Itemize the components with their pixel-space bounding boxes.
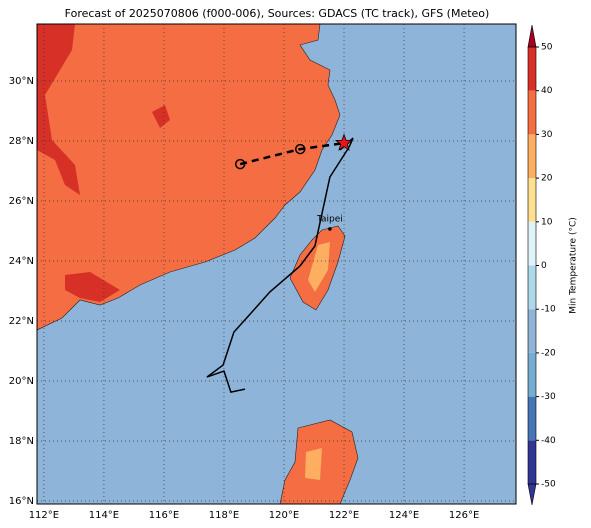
colorbar-band <box>528 134 536 179</box>
colorbar-band <box>528 396 536 441</box>
city-dot <box>328 227 332 231</box>
colorbar-extend-high <box>527 24 537 48</box>
gdacs-track <box>239 141 345 166</box>
y-tick-label: 16°N <box>9 496 34 507</box>
x-tick-label: 126°E <box>449 510 479 521</box>
hot-region <box>37 24 80 195</box>
colorbar-band <box>528 309 536 353</box>
current-position <box>334 133 354 151</box>
colorbar-tick-label: 20 <box>541 174 553 184</box>
x-tick-label: 124°E <box>389 510 419 521</box>
colorbar-label: Min Temperature (°C) <box>569 217 579 314</box>
colorbar-band <box>528 47 536 91</box>
track-point <box>234 158 246 170</box>
colorbar-band <box>528 178 536 222</box>
colorbar-band <box>528 90 536 135</box>
colorbar-tick-label: -10 <box>541 305 556 315</box>
hot-region <box>65 272 120 302</box>
colorbar-band <box>528 352 536 397</box>
x-tick-label: 112°E <box>29 510 59 521</box>
city-label: Taipei <box>316 214 343 224</box>
map-frame <box>36 23 517 505</box>
title: Forecast of 2025070806 (f000-006), Sourc… <box>65 7 490 20</box>
x-tick-label: 116°E <box>149 510 179 521</box>
gfs-track <box>206 137 354 393</box>
x-tick-label: 118°E <box>209 510 239 521</box>
x-tick-label: 114°E <box>89 510 119 521</box>
colorbar-tick-label: 0 <box>541 261 547 271</box>
colorbar-tick-label: -40 <box>541 436 556 446</box>
hot-region <box>152 105 170 128</box>
y-tick-label: 24°N <box>9 256 34 267</box>
colorbar-tick-label: -50 <box>541 480 556 490</box>
track-point <box>294 143 306 155</box>
colorbar-tick-label: 40 <box>541 86 553 96</box>
y-tick-label: 28°N <box>9 136 34 147</box>
x-tick-label: 122°E <box>329 510 359 521</box>
y-tick-label: 22°N <box>9 316 34 327</box>
y-tick-label: 30°N <box>9 76 34 87</box>
y-tick-label: 26°N <box>9 196 34 207</box>
colorbar-tick-label: -20 <box>541 348 556 358</box>
colorbar-tick-label: -30 <box>541 392 556 402</box>
warm-region <box>308 242 330 292</box>
colorbar-extend-low <box>527 483 537 506</box>
colorbar-band <box>528 265 536 310</box>
x-tick-label: 120°E <box>269 510 299 521</box>
y-tick-label: 20°N <box>9 376 34 387</box>
colorbar-tick-label: 30 <box>541 130 553 140</box>
mainland <box>37 24 341 331</box>
warm-region <box>305 448 322 480</box>
colorbar-band <box>528 221 536 266</box>
colorbar-tick-label: 10 <box>541 217 553 227</box>
y-tick-label: 18°N <box>9 436 34 447</box>
colorbar-band <box>528 440 536 484</box>
colorbar-tick-label: 50 <box>541 43 553 53</box>
